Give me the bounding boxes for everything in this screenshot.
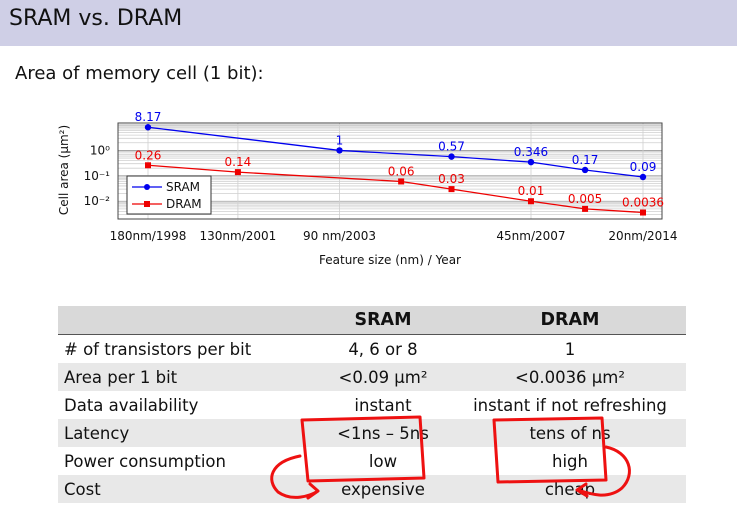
x-axis-label: Feature size (nm) / Year (319, 253, 461, 267)
data-label: 0.57 (438, 140, 465, 154)
x-ticks: 180nm/1998 130nm/2001 90 nm/2003 45nm/2007 2… (110, 229, 678, 243)
cell-area-chart: 180nm/1998 130nm/2001 90 nm/2003 45nm/2007 2… (57, 110, 678, 267)
x-tick-label: 45nm/2007 (496, 229, 565, 243)
table-row: # of transistors per bit 4, 6 or 8 1 (58, 335, 686, 364)
sram-cell: expensive (341, 479, 425, 499)
data-label: 0.17 (572, 153, 599, 167)
legend-dram-label: DRAM (166, 197, 202, 211)
data-label: 0.09 (630, 160, 657, 174)
header-sram: SRAM (312, 306, 454, 335)
slide-title-bar: SRAM vs. DRAM (0, 0, 737, 46)
legend-box (126, 175, 212, 215)
legend-dram-marker (144, 201, 150, 207)
data-label: 0.26 (135, 148, 162, 162)
row-label: Power consumption (64, 451, 226, 471)
data-label: 0.346 (514, 145, 548, 159)
dram-cell: <0.0036 μm² (515, 367, 625, 387)
data-label: 0.0036 (622, 196, 664, 210)
y-tick-label: 10⁻² (84, 194, 111, 208)
data-label: 8.17 (135, 110, 162, 124)
legend-sram-label: SRAM (166, 180, 200, 194)
slide-title: SRAM vs. DRAM (9, 6, 183, 31)
data-point (448, 153, 455, 160)
data-point (145, 162, 151, 169)
header-dram: DRAM (454, 306, 686, 335)
chart-legend: SRAM DRAM (126, 175, 212, 215)
data-label: 0.01 (518, 184, 545, 198)
row-label: Area per 1 bit (64, 367, 178, 387)
legend-sram-marker (144, 184, 150, 190)
sram-cell: <0.09 μm² (338, 367, 428, 387)
data-label: 0.005 (568, 192, 602, 206)
dram-cell: tens of ns (529, 423, 611, 443)
series-line-sram (147, 126, 644, 178)
dram-cell: cheap (544, 479, 596, 499)
data-label: 0.03 (438, 172, 465, 186)
dram-cell: 1 (564, 339, 576, 359)
x-tick-label: 180nm/1998 (110, 229, 187, 243)
row-label: Cost (64, 479, 101, 499)
data-point (527, 198, 534, 205)
chart-series: 8.17 1 0.57 0.346 0.17 0.09 0.26 0.14 0.06 0.03 0.… (135, 110, 664, 216)
data-point (336, 147, 343, 154)
data-point (398, 178, 405, 185)
sram-cell: <1ns – 5ns (337, 423, 429, 443)
y-tick-label: 10⁻¹ (84, 169, 111, 183)
row-label: Data availability (64, 395, 199, 415)
y-axis-label: Cell area (μm²) (57, 125, 71, 215)
data-label: 0.14 (225, 155, 252, 169)
row-label: Latency (64, 423, 130, 443)
sram-cell: instant (354, 395, 412, 415)
header-empty (58, 306, 312, 335)
data-point (527, 158, 535, 166)
table-row: Latency <1ns – 5ns tens of ns (58, 419, 686, 447)
data-point (640, 209, 646, 216)
x-tick-label: 90 nm/2003 (303, 229, 376, 243)
data-label: 1 (336, 133, 344, 147)
table-row: Area per 1 bit <0.09 μm² <0.0036 μm² (58, 363, 686, 391)
dram-cell: instant if not refreshing (473, 395, 667, 415)
sram-cell: low (368, 451, 398, 471)
y-ticks: 10⁰ 10⁻¹ 10⁻² (84, 143, 111, 208)
table-row: Data availability instant instant if not… (58, 391, 686, 419)
data-point (639, 173, 647, 181)
data-point (448, 186, 455, 193)
plot-frame (117, 122, 663, 220)
sram-cell: 4, 6 or 8 (348, 339, 418, 359)
x-tick-label: 20nm/2014 (608, 229, 677, 243)
data-point (581, 166, 589, 174)
row-label: # of transistors per bit (64, 339, 252, 359)
x-tick-label: 130nm/2001 (200, 229, 277, 243)
dram-cell: high (552, 451, 588, 471)
data-point (234, 169, 241, 176)
table-header-row: SRAM DRAM (58, 306, 686, 335)
table-row: Cost expensive cheap (58, 475, 686, 503)
data-point (582, 205, 589, 212)
data-point (144, 124, 152, 131)
table-row: Power consumption low high (58, 447, 686, 475)
comparison-table: SRAM DRAM # of transistors per bit 4, 6 … (58, 306, 686, 503)
data-label: 0.06 (388, 164, 415, 178)
slide-subtitle: Area of memory cell (1 bit): (15, 63, 264, 84)
y-tick-label: 10⁰ (90, 143, 110, 157)
